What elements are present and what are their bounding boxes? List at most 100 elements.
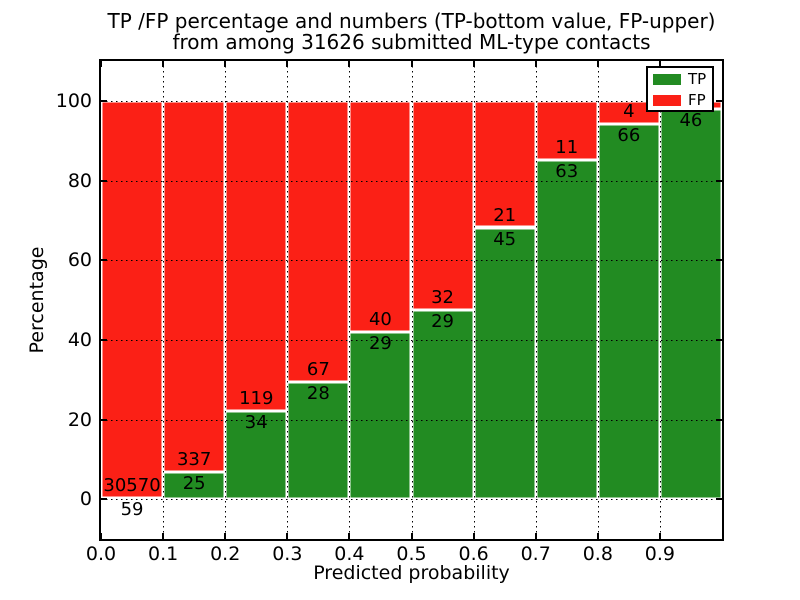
fp-count-label: 4 [623, 100, 635, 122]
x-tick-mark [286, 61, 289, 67]
x-tick-mark [472, 533, 475, 539]
legend-entry-fp: FP [648, 89, 712, 110]
chart-title-line1: TP /FP percentage and numbers (TP-bottom… [107, 9, 716, 33]
y-tick-mark [101, 338, 107, 341]
bar-fp-segment [597, 100, 660, 124]
x-tick-mark [410, 533, 413, 539]
tp-count-label: 45 [493, 228, 517, 250]
bar-fp-segment [411, 100, 474, 310]
v-gridline [659, 61, 661, 539]
tp-count-label: 63 [555, 161, 579, 183]
fp-count-label: 32 [431, 286, 454, 308]
tp-count-label: 25 [182, 472, 206, 494]
y-tick-mark [716, 179, 722, 182]
legend-tp-label: TP [688, 70, 707, 88]
y-tick-mark [716, 259, 722, 262]
y-tick-label: 60 [67, 249, 92, 272]
x-tick-label: 0.8 [582, 543, 613, 565]
bar-fp-segment [287, 100, 350, 382]
bar-fp-segment [535, 100, 598, 161]
bar-fp-segment [473, 100, 536, 228]
x-tick-mark [162, 533, 165, 539]
x-tick-label: 0.4 [334, 543, 365, 565]
y-tick-mark [101, 498, 107, 501]
fp-count-label: 337 [176, 448, 212, 470]
fp-count-label: 21 [493, 204, 517, 226]
x-tick-mark [596, 533, 599, 539]
bar-tp-segment [349, 331, 412, 500]
x-tick-mark [348, 533, 351, 539]
v-gridline [349, 61, 351, 539]
fp-count-label: 40 [368, 308, 392, 330]
bar-tp-segment [535, 160, 598, 500]
v-gridline [411, 61, 413, 539]
y-tick-mark [101, 259, 107, 262]
x-tick-mark [658, 61, 661, 67]
bar-tp-segment [225, 410, 288, 500]
y-tick-mark [101, 99, 107, 102]
v-gridline [287, 61, 289, 539]
y-tick-mark [716, 498, 722, 501]
x-tick-label: 0.2 [210, 543, 241, 565]
x-tick-mark [534, 533, 537, 539]
x-tick-mark [224, 533, 227, 539]
x-tick-mark [658, 533, 661, 539]
x-tick-mark [286, 533, 289, 539]
y-tick-mark [101, 418, 107, 421]
bar-fp-segment [349, 100, 412, 332]
tp-count-label: 46 [679, 110, 703, 132]
bar-fp-segment [225, 100, 288, 411]
v-gridline [535, 61, 537, 539]
y-tick-mark [716, 99, 722, 102]
x-tick-mark [162, 61, 165, 67]
y-tick-label: 40 [67, 328, 92, 351]
tp-count-label: 34 [244, 411, 268, 433]
legend-tp-swatch-icon [653, 74, 681, 85]
legend-fp-swatch-icon [653, 95, 681, 106]
bar-tp-segment [659, 109, 722, 500]
y-tick-label: 80 [67, 169, 92, 192]
bar-tp-segment [101, 498, 164, 500]
fp-count-label: 11 [555, 137, 579, 159]
fp-count-label: 67 [306, 358, 330, 380]
x-tick-mark [100, 533, 102, 539]
x-tick-mark [348, 61, 351, 67]
bar-fp-segment [163, 100, 226, 472]
x-tick-label: 0.6 [458, 543, 489, 565]
v-gridline [473, 61, 475, 539]
fp-count-label: 119 [239, 387, 274, 409]
x-tick-label: 0.5 [396, 543, 427, 565]
x-tick-label: 0.9 [644, 543, 675, 565]
tp-count-label: 28 [306, 382, 330, 404]
x-tick-mark [410, 61, 413, 67]
legend-fp-label: FP [688, 91, 706, 109]
bar-tp-segment [473, 227, 536, 500]
bar-tp-segment [597, 123, 660, 500]
tp-count-label: 29 [431, 310, 454, 332]
x-tick-label: 0.0 [85, 543, 117, 565]
x-tick-mark [224, 61, 227, 67]
v-gridline [225, 61, 227, 539]
bar-tp-segment [163, 471, 226, 500]
y-tick-mark [716, 338, 722, 341]
chart-title-line2: from among 31626 submitted ML-type conta… [172, 30, 651, 54]
bar-fp-segment [101, 100, 164, 499]
y-tick-mark [101, 179, 107, 182]
plot-area: 30570 59 337 25 119 34 67 28 40 29 32 29 21 45 11 63 4 66… [99, 59, 724, 541]
x-tick-label: 0.1 [147, 543, 179, 565]
x-tick-label: 0.3 [272, 543, 303, 565]
y-tick-label: 100 [55, 89, 92, 112]
tp-count-label: 66 [617, 124, 641, 146]
bar-tp-segment [287, 381, 350, 500]
tp-count-label: 59 [120, 499, 144, 521]
x-tick-mark [534, 61, 537, 67]
v-gridline [163, 61, 165, 539]
x-tick-mark [472, 61, 475, 67]
x-tick-mark [100, 61, 102, 67]
x-axis-label: Predicted probability [313, 562, 510, 584]
y-tick-label: 0 [79, 488, 92, 511]
y-tick-mark [716, 418, 722, 421]
legend-entry-tp: TP [648, 68, 712, 89]
y-tick-label: 20 [67, 408, 92, 431]
